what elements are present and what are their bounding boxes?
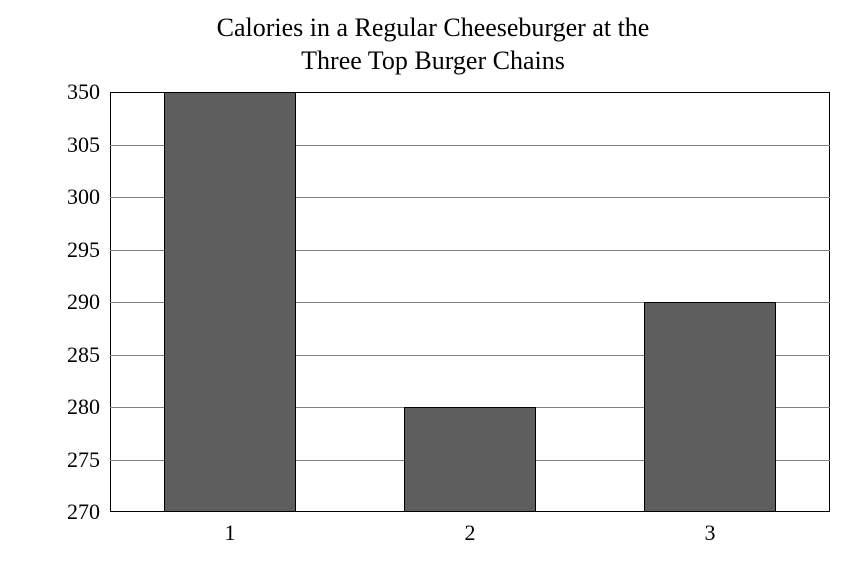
bar — [644, 302, 776, 512]
y-tick-label: 305 — [67, 132, 110, 158]
y-tick-label: 290 — [67, 289, 110, 315]
y-tick-label: 280 — [67, 394, 110, 420]
y-tick-label: 350 — [67, 79, 110, 105]
calories-bar-chart: Calories in a Regular Cheeseburger at th… — [0, 0, 866, 564]
chart-title: Calories in a Regular Cheeseburger at th… — [0, 0, 866, 77]
x-tick-label: 3 — [705, 512, 716, 546]
x-tick-label: 1 — [225, 512, 236, 546]
bar — [164, 92, 296, 512]
y-tick-label: 295 — [67, 237, 110, 263]
plot-area: 270275280285290295300305350123 — [110, 92, 830, 512]
x-tick-label: 2 — [465, 512, 476, 546]
y-tick-label: 300 — [67, 184, 110, 210]
y-tick-label: 275 — [67, 447, 110, 473]
chart-title-line-2: Three Top Burger Chains — [301, 46, 565, 75]
y-tick-label: 270 — [67, 499, 110, 525]
chart-title-line-1: Calories in a Regular Cheeseburger at th… — [217, 13, 650, 42]
bar — [404, 407, 536, 512]
y-tick-label: 285 — [67, 342, 110, 368]
